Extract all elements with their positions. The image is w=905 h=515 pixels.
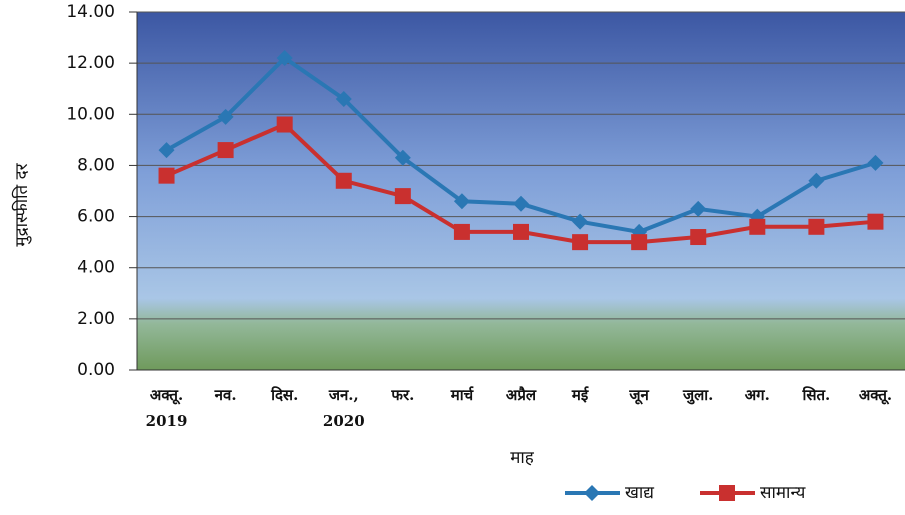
data-point — [217, 108, 234, 125]
x-axis-label: माह — [510, 448, 535, 468]
x-tick-label: अक्तू. 2019 — [145, 386, 188, 430]
data-point — [808, 172, 825, 189]
data-point — [690, 200, 707, 217]
data-point — [749, 218, 766, 235]
data-point — [276, 50, 293, 67]
data-point — [631, 234, 648, 251]
legend-marker — [719, 485, 735, 501]
x-tick-label: मार्च — [450, 386, 474, 404]
data-point — [513, 223, 529, 240]
plot-area — [137, 12, 905, 370]
y-tick-label: 2.00 — [77, 309, 115, 329]
y-tick-label: 12.00 — [66, 53, 115, 73]
x-tick-label: अग. — [744, 386, 770, 404]
y-tick-label: 8.00 — [77, 155, 115, 175]
data-point — [513, 195, 529, 212]
data-point — [572, 234, 589, 251]
x-tick-label: फर. — [391, 386, 415, 404]
y-tick-label: 0.00 — [77, 360, 115, 380]
data-point — [276, 116, 293, 133]
y-axis-label: मुद्रास्फीति दर — [11, 162, 32, 246]
data-point — [217, 142, 234, 159]
x-tick-label: सित. — [802, 386, 831, 404]
y-tick-label: 4.00 — [77, 258, 115, 278]
data-point — [808, 218, 825, 235]
x-tick-label: नव. — [214, 386, 237, 404]
x-tick-label: जुला. — [683, 386, 714, 404]
x-tick-label: मई — [571, 386, 589, 404]
legend-label: खाद्य — [625, 483, 654, 503]
data-point — [867, 213, 884, 230]
data-point — [158, 142, 175, 159]
y-tick-label: 10.00 — [66, 104, 115, 124]
x-tick-label: अप्रैल — [505, 386, 537, 404]
y-tick-label: 14.00 — [66, 2, 115, 22]
data-point — [394, 188, 411, 205]
legend-label: सामान्य — [760, 483, 806, 503]
data-point — [867, 154, 884, 171]
y-tick-label: 6.00 — [77, 207, 115, 227]
x-tick-label: अक्तू. — [858, 386, 893, 404]
x-tick-label: जून — [629, 386, 649, 404]
data-point — [572, 213, 589, 230]
data-point — [394, 149, 411, 166]
data-point — [158, 167, 175, 184]
data-point — [453, 223, 470, 240]
x-tick-label: दिस. — [271, 386, 299, 404]
data-point — [335, 172, 352, 189]
data-point — [690, 229, 707, 246]
data-point — [335, 90, 352, 107]
x-tick-label: जन., 2020 — [322, 386, 365, 430]
data-point — [453, 193, 470, 210]
legend-marker — [584, 485, 600, 501]
